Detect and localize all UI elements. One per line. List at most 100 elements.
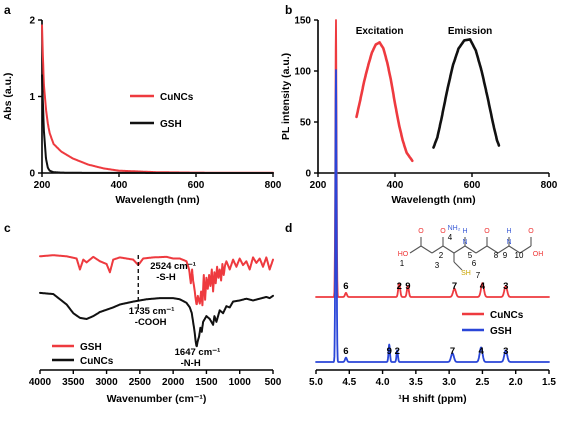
structure-bond [442,245,455,254]
annotation-c-0-1: -S-H [156,272,176,283]
series-line-c-gsh [39,254,274,307]
structure-bond [453,261,463,271]
x-tick-label-a: 800 [265,180,282,191]
y-tick-label-a: 0 [29,169,35,180]
x-tick-label-a: 400 [111,180,128,191]
y-tick-label-b: 100 [294,67,311,78]
x-axis-label-d: ¹H shift (ppm) [398,393,466,405]
x-tick-label-d: 3.0 [442,377,456,388]
structure-bond [475,245,488,254]
y-tick-label-b: 150 [294,16,311,27]
x-tick-label-c: 3500 [62,377,85,388]
series-line-b-excitation [355,41,414,163]
series-line-c-cuncs [39,291,274,348]
structure-bond [453,245,466,254]
annotation-c-0-0: 2524 cm⁻¹ [150,261,196,272]
x-tick-label-a: 600 [188,180,205,191]
structure-bond [508,245,521,254]
axis-b [317,20,549,174]
structure-atom-3: O [440,228,446,235]
structure-number-1: 1 [400,259,405,268]
peak-label-d-gsh-6: 6 [343,346,348,357]
peak-label-d-cuncs-7: 7 [452,281,457,292]
x-tick-label-b: 600 [464,180,481,191]
structure-number-4: 4 [448,233,453,242]
structure-number-2: 2 [439,251,444,260]
structure-number-9: 9 [503,251,508,260]
structure-bond [409,245,422,254]
structure-number-8: 8 [494,251,499,260]
y-axis-label-b: PL intensity (a.u.) [280,53,292,140]
panel-label-c: c [4,221,11,235]
peak-label-d-cuncs-4: 4 [480,281,486,292]
peak-label-d-cuncs-6: 6 [343,281,348,292]
series-label-b-emission: Emission [448,26,492,37]
panel-label-b: b [285,3,292,17]
structure-atom-9: O [528,228,534,235]
x-tick-label-b: 800 [541,180,558,191]
structure-atom-1: O [418,228,424,235]
structure-number-5: 5 [468,251,473,260]
series-line-a-gsh [41,74,274,174]
annotation-c-1-1: -COOH [135,317,167,328]
panel-label-a: a [4,3,11,17]
legend-label-d-gsh: GSH [490,326,512,337]
series-label-b-excitation: Excitation [356,26,404,37]
series-line-d-gsh [315,69,550,363]
series-line-b-emission [432,38,501,149]
x-tick-label-d: 3.5 [409,377,423,388]
structure-atom-11: SH [461,270,471,277]
peak-label-d-gsh-2: 2 [395,346,400,357]
peak-label-d-gsh-9: 9 [387,346,392,357]
x-tick-label-c: 2000 [162,377,185,388]
peak-label-d-cuncs-9: 9 [405,281,410,292]
series-line-d-cuncs [315,19,550,298]
structure-atom-8: N [506,239,511,246]
peak-label-d-gsh-4: 4 [478,346,484,357]
x-tick-label-d: 4.0 [376,377,390,388]
peak-label-d-gsh-7: 7 [450,346,455,357]
peak-label-d-gsh-3: 3 [503,346,508,357]
y-axis-label-a: Abs (a.u.) [2,73,14,121]
peak-label-d-cuncs-3: 3 [503,281,508,292]
structure-bond [464,245,477,254]
x-tick-label-c: 1500 [195,377,218,388]
panel-label-d: d [285,221,292,235]
structure-atom-6: O [484,228,490,235]
x-axis-label-c: Wavenumber (cm⁻¹) [107,393,207,405]
x-tick-label-c: 1000 [229,377,252,388]
x-tick-label-c: 3000 [95,377,118,388]
structure-atom-7: H [506,228,511,235]
legend-label-a-gsh: GSH [160,119,182,130]
annotation-c-1-0: 1735 cm⁻¹ [129,306,175,317]
x-tick-label-d: 1.5 [542,377,556,388]
x-tick-label-c: 4000 [29,377,52,388]
structure-number-10: 10 [515,251,524,260]
y-tick-label-b: 50 [300,118,312,129]
y-tick-label-b: 0 [305,169,311,180]
axis-a [41,20,273,174]
structure-number-6: 6 [472,259,477,268]
structure-atom-5: N [462,239,467,246]
x-tick-label-c: 2500 [129,377,152,388]
x-tick-label-d: 2.5 [475,377,489,388]
structure-atom-4: H [462,228,467,235]
structure-number-7: 7 [476,271,481,280]
legend-label-d-cuncs: CuNCs [490,310,524,321]
x-tick-label-c: 500 [265,377,282,388]
x-tick-label-a: 200 [34,180,51,191]
x-tick-label-d: 5.0 [309,377,323,388]
peak-label-d-cuncs-2: 2 [397,281,402,292]
x-tick-label-b: 200 [310,180,327,191]
x-tick-label-d: 2.0 [509,377,523,388]
structure-atom-0: HO [398,251,409,258]
legend-label-c-cuncs: CuNCs [80,356,114,367]
structure-bond [486,245,499,254]
annotation-c-2-1: -N-H [181,358,201,369]
structure-bond [431,245,444,254]
structure-atom-2: NH₂ [448,225,461,232]
annotation-c-2-0: 1647 cm⁻¹ [175,347,221,358]
series-line-a-cuncs [41,24,274,174]
